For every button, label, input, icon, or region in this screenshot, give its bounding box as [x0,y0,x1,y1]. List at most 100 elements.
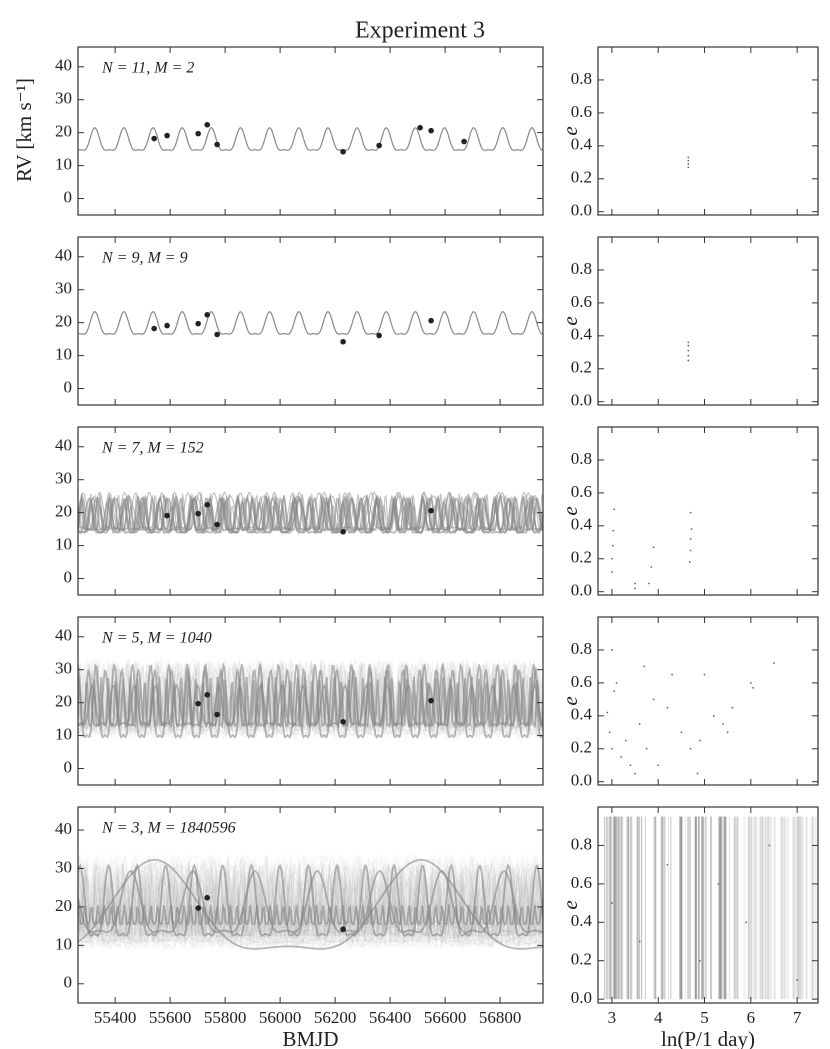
model-curve [78,903,543,926]
y-tick-label: 0.0 [571,771,592,790]
data-point [687,359,690,362]
model-curve [78,869,543,940]
model-curve [78,905,543,925]
data-point [689,538,692,540]
y-tick-label: 20 [55,896,72,915]
density-stripe [612,816,615,1000]
data-point [688,561,691,563]
density-stripe [641,816,642,1000]
density-stripe [764,816,766,1000]
model-curve [78,876,543,931]
y-tick-label: 20 [55,692,72,711]
model-curve [78,907,543,923]
density-stripe [780,816,781,1000]
y-tick-label: 0.8 [571,449,592,468]
data-point [612,529,615,532]
data-point [687,159,690,162]
data-point [643,665,646,668]
model-curve [78,658,543,732]
data-point [689,549,692,552]
density-stripe [701,816,703,1000]
density-stripe [696,816,697,1000]
density-stripe [724,816,727,1000]
density-stripe [723,816,726,1000]
model-curve [78,878,543,931]
model-curve [78,854,543,945]
y-tick-label: 0.8 [571,834,592,853]
model-curve [78,659,543,741]
density-stripe [661,816,664,1000]
density-stripe [736,816,739,1000]
y-tick-label: 0.6 [571,292,592,311]
density-stripe [780,816,783,1000]
model-curve [78,503,543,530]
y-tick-label: 10 [55,534,72,553]
density-stripe [805,816,807,1000]
data-point [645,747,648,750]
density-stripe [695,816,697,1000]
density-stripe [800,816,801,1000]
density-stripe [719,816,721,1000]
model-curve [78,864,543,948]
y-axis-label: RV [km s⁻¹] [12,78,36,182]
model-curve [78,854,543,943]
data-point [698,959,701,962]
density-stripe [654,816,656,1000]
model-curve [78,870,543,941]
density-stripe [793,816,795,1000]
density-stripe [812,816,814,1000]
density-stripe [679,816,682,1000]
model-curve [78,860,543,940]
data-point [204,311,211,318]
density-stripe [653,816,657,1000]
data-point [204,501,211,508]
data-point [376,332,382,339]
density-stripe [768,816,772,1000]
density-stripe [694,816,697,1000]
data-point [696,772,699,775]
y-tick-label: 0.2 [571,738,592,757]
y-tick-label: 0.0 [571,988,592,1007]
model-curve [78,865,543,936]
model-curve [78,882,543,938]
y-tick-label: 30 [55,279,72,298]
model-curve [78,855,543,948]
data-point [638,940,641,943]
density-stripe [734,816,737,1000]
density-stripe [685,816,687,1000]
x-tick-label: 4 [654,1008,663,1027]
x-tick-label: 56400 [369,1008,412,1027]
model-curve [78,854,543,943]
y-tick-label: 30 [55,89,72,108]
density-stripe [796,816,800,1000]
density-stripe [781,816,783,1000]
y-tick-label: 10 [55,934,72,953]
model-curve [78,888,543,928]
model-curve [78,885,543,932]
model-curve [78,896,543,928]
data-point [164,132,170,139]
model-curve [78,878,543,935]
plot-area [606,649,775,775]
model-curve [78,667,543,732]
y-tick-label: 0.4 [571,515,593,534]
density-stripe [661,816,664,1000]
model-curve [78,860,543,938]
y-tick-label: 0.2 [571,168,592,187]
axes-frame [597,616,819,786]
model-curve [78,900,543,928]
model-curve [78,670,543,727]
model-curve [78,671,543,731]
density-stripe [792,816,795,1000]
model-curve [78,661,543,735]
y-axis-label: e [558,900,582,909]
data-point [687,354,690,357]
density-stripe [773,816,776,1000]
data-point [151,325,157,332]
y-tick-label: 0.6 [571,482,592,501]
model-curve [78,885,543,932]
density-stripe [619,816,621,1000]
y-axis-label: e [558,316,582,325]
density-stripe [797,816,800,1000]
model-curve [78,682,543,726]
